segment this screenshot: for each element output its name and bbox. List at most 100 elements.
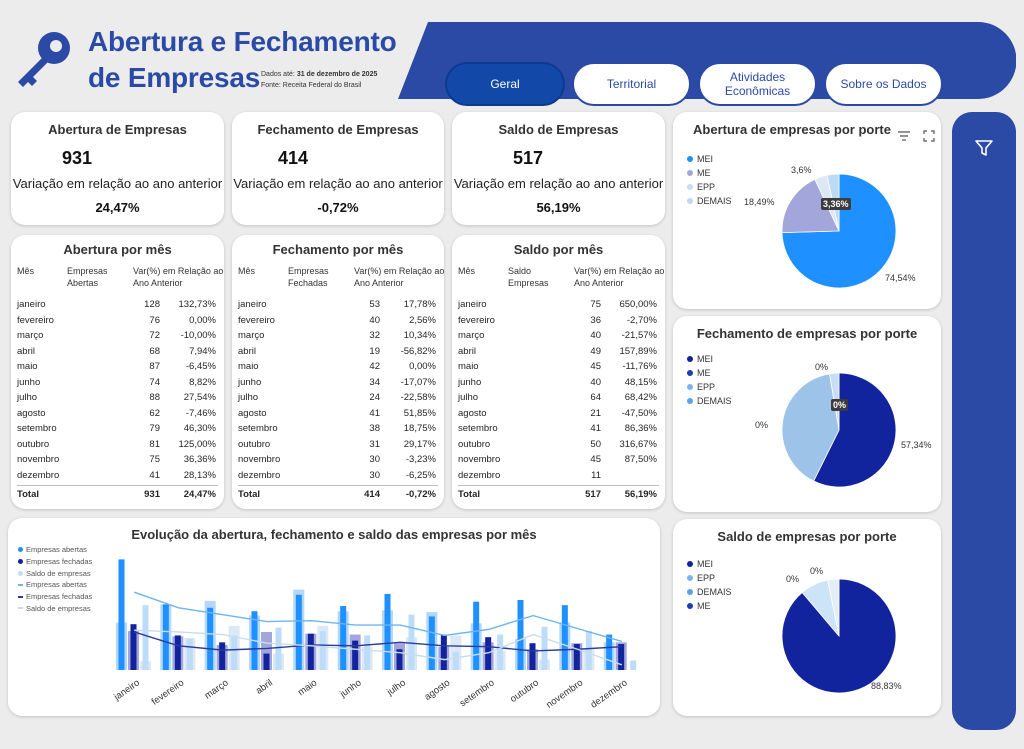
bar-empresas-abertas[interactable] (207, 607, 214, 670)
tab-sobre-os-dados[interactable]: Sobre os Dados (824, 62, 943, 106)
legend-label: Saldo de empresas (26, 603, 91, 613)
legend-item[interactable]: Empresas fechadas (18, 556, 92, 568)
bar-saldo-de-empresas[interactable] (364, 635, 371, 670)
bar-empresas-abertas[interactable] (428, 616, 435, 670)
legend-item[interactable]: ME (687, 599, 732, 613)
bar-empresas-fechadas[interactable] (529, 643, 536, 670)
bar-empresas-fechadas-ano-anterior-[interactable] (261, 631, 272, 670)
legend-item[interactable]: DEMAIS (687, 194, 732, 208)
pie-data-label: 3,36% (821, 198, 851, 210)
line-empresas-abertas-linha[interactable] (133, 591, 623, 643)
table-row: abril 68 7,94% (11, 345, 224, 361)
bar-saldo-de-empresas[interactable] (630, 660, 637, 670)
bar-empresas-abertas[interactable] (162, 604, 169, 670)
table-cell-var: -10,00% (180, 330, 216, 341)
bar-empresas-fechadas[interactable] (440, 634, 447, 670)
legend-item[interactable]: DEMAIS (687, 394, 732, 408)
table-cell-var: -11,76% (622, 361, 657, 372)
legend-item[interactable]: EPP (687, 180, 732, 194)
legend-item[interactable]: Empresas fechadas (18, 591, 92, 603)
legend-item[interactable]: Saldo de empresas (18, 602, 92, 614)
pie-slice-me[interactable] (781, 178, 840, 234)
bar-saldo-de-empresas[interactable] (585, 631, 592, 670)
pie-slice-epp[interactable] (781, 373, 840, 482)
tab-geral[interactable]: Geral (445, 62, 565, 106)
table-row: dezembro 30 -6,25% (232, 469, 444, 485)
bar-saldo-de-empresas[interactable] (275, 627, 282, 670)
table-total-label: Total (238, 489, 260, 500)
pie-slice-demais[interactable] (827, 578, 840, 637)
table-cell-value: 42 (369, 361, 380, 372)
bar-empresas-fechadas[interactable] (130, 624, 137, 670)
bar-saldo-de-empresas[interactable] (541, 626, 548, 670)
bar-empresas-abertas[interactable] (295, 594, 302, 670)
legend-item[interactable]: MEI (687, 352, 732, 366)
bar-saldo-de-empresas[interactable] (452, 651, 459, 670)
table-cell-var: 125,00% (178, 438, 216, 450)
legend-item[interactable]: ME (687, 366, 732, 380)
legend-item[interactable]: Empresas abertas (18, 544, 92, 556)
bar-empresas-abertas[interactable] (384, 593, 391, 670)
bar-empresas-fechadas[interactable] (485, 637, 492, 670)
filter-side-panel[interactable] (952, 112, 1016, 730)
focus-mode-icon[interactable] (923, 130, 935, 142)
legend-item[interactable]: Saldo de empresas (18, 567, 92, 579)
bar-saldo-de-empresas[interactable] (186, 638, 193, 670)
bar-empresas-abertas[interactable] (517, 599, 524, 670)
chart-evolucao-mensal: Evolução da abertura, fechamento e saldo… (8, 518, 660, 716)
kpi-label: Variação em relação ao ano anterior (453, 176, 664, 191)
legend-dot (687, 398, 693, 404)
pie-slice-mei[interactable] (781, 173, 897, 289)
legend-item[interactable]: EPP (687, 571, 732, 585)
legend-label: Empresas fechadas (26, 557, 93, 567)
bar-empresas-abertas[interactable] (340, 606, 347, 670)
bar-empresas-fechadas[interactable] (396, 649, 403, 670)
bar-empresas-fechadas[interactable] (219, 642, 226, 670)
bar-saldo-de-empresas[interactable] (142, 605, 149, 670)
table-cell-value: 36 (590, 314, 601, 326)
tab-territorial[interactable]: Territorial (572, 62, 691, 106)
legend-item[interactable]: MEI (687, 152, 732, 166)
table-cell-value: 87 (149, 361, 160, 372)
bar-saldo-de-empresas[interactable] (497, 634, 504, 670)
kpi-pct: -0,72% (317, 200, 359, 215)
legend-label: EPP (697, 573, 716, 583)
legend-dot (687, 356, 693, 362)
table-cell-mes: fevereiro (458, 314, 495, 326)
legend-label: DEMAIS (697, 196, 732, 206)
bar-empresas-fechadas[interactable] (352, 640, 359, 670)
legend-item[interactable]: DEMAIS (687, 585, 732, 599)
bar-saldo-de-empresas[interactable] (319, 631, 326, 670)
legend-item[interactable]: Empresas abertas (18, 579, 92, 591)
bar-empresas-abertas[interactable] (561, 605, 568, 670)
bar-saldo-de-empresas[interactable] (231, 635, 238, 670)
bar-empresas-fechadas[interactable] (573, 644, 580, 670)
bar-empresas-fechadas[interactable] (307, 633, 314, 670)
table-cell-value: 53 (369, 299, 380, 310)
bar-empresas-fechadas[interactable] (263, 653, 270, 670)
table-cell-var: 86,36% (624, 423, 657, 434)
tab-atividades-economicas[interactable]: Atividades Econômicas (698, 62, 817, 106)
line-saldo-de-empresas-linha[interactable] (134, 629, 623, 666)
bar-empresas-abertas[interactable] (473, 601, 480, 670)
table-cell-var: 48,15% (624, 376, 657, 388)
table-row: janeiro 75 650,00% (452, 298, 665, 314)
legend-item[interactable]: EPP (687, 380, 732, 394)
table-cell-value: 30 (369, 469, 380, 481)
filter-icon[interactable] (974, 138, 994, 158)
legend-marker (18, 583, 23, 586)
bar-empresas-abertas[interactable] (606, 634, 613, 670)
legend-item[interactable]: ME (687, 166, 732, 180)
pie-slice-mei[interactable] (813, 372, 897, 488)
pie-data-label: 74,54% (885, 273, 916, 283)
table-cell-mes: dezembro (17, 469, 60, 481)
bar-empresas-fechadas[interactable] (618, 644, 625, 670)
table-cell-value: 72 (149, 330, 160, 341)
bar-saldo-de-empresas[interactable] (408, 614, 415, 670)
bar-empresas-abertas[interactable] (118, 559, 125, 670)
filter-lines-icon[interactable] (897, 130, 911, 142)
line-empresas-fechadas-linha[interactable] (133, 631, 622, 652)
legend-item[interactable]: MEI (687, 557, 732, 571)
table-saldo-por-mes: Saldo por mês Mês Saldo Empresas Var(%) em… (452, 235, 665, 509)
bar-empresas-fechadas[interactable] (174, 635, 181, 670)
